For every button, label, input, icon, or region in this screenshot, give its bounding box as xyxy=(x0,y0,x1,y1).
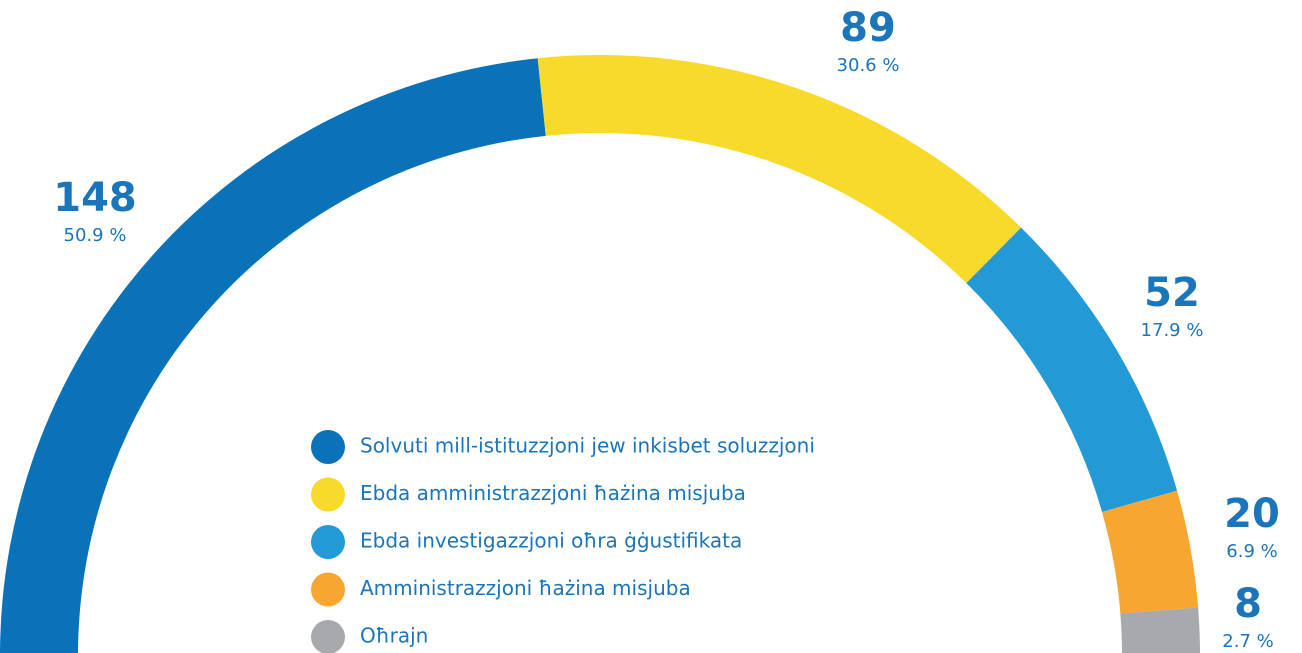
legend-swatch xyxy=(311,525,345,559)
value-label: 52 xyxy=(1144,270,1200,316)
legend-swatch xyxy=(311,572,345,607)
legend-label: Solvuti mill-istituzzjoni jew inkisbet s… xyxy=(360,434,815,458)
value-label: 20 xyxy=(1224,491,1280,537)
legend-label: Amministrazzjoni ħażina misjuba xyxy=(360,576,691,600)
value-label: 89 xyxy=(840,5,896,51)
legend-label: Ebda amministrazzjoni ħażina misjuba xyxy=(360,481,746,505)
legend-swatch xyxy=(311,477,345,512)
percent-label: 30.6 % xyxy=(837,55,900,76)
arc-segment xyxy=(966,227,1178,513)
legend-label: Ebda investigazzjoni oħra ġġustifikata xyxy=(360,529,742,553)
arc-segment xyxy=(1102,490,1199,614)
legend-swatch xyxy=(311,620,345,653)
percent-label: 2.7 % xyxy=(1222,631,1273,652)
arc-segment xyxy=(0,58,546,653)
percent-label: 17.9 % xyxy=(1141,320,1204,341)
value-label: 8 xyxy=(1234,581,1262,627)
arc-segment xyxy=(537,55,1022,284)
value-label: 148 xyxy=(53,175,137,221)
arc-segment xyxy=(1120,607,1200,653)
percent-label: 50.9 % xyxy=(64,225,127,246)
legend-label: Oħrajn xyxy=(360,624,428,648)
legend-swatch xyxy=(311,430,345,464)
percent-label: 6.9 % xyxy=(1226,541,1277,562)
